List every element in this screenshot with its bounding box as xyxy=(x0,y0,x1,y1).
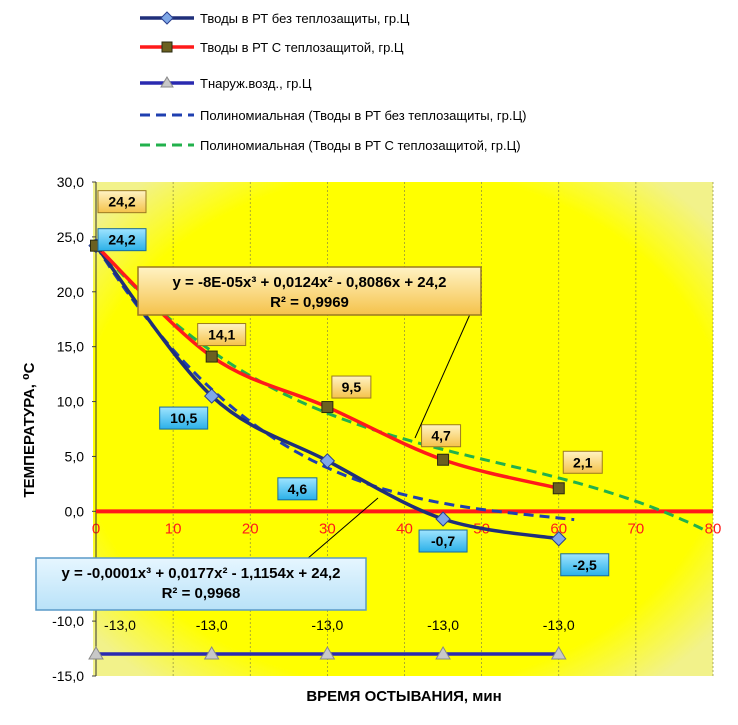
data-label-box xyxy=(562,450,603,474)
point-triangle xyxy=(435,646,451,660)
x-tick-label: 60 xyxy=(550,520,567,537)
y-tick-label: -10,0 xyxy=(52,613,84,629)
blue-data-label: 24,2 xyxy=(97,228,147,252)
trendline-labels: y = -8E-05x³ + 0,0124x² - 0,8086x + 24,2… xyxy=(35,266,482,611)
y-tick-label: 15,0 xyxy=(57,339,84,355)
air-data-label: -13,0 xyxy=(104,617,136,633)
y-tick-label: 5,0 xyxy=(65,448,85,464)
data-label-text: 4,6 xyxy=(288,481,308,497)
legend-label: Полиномиальная (Тводы в РТ С теплозащито… xyxy=(200,138,521,153)
r-squared-text: R² = 0,9969 xyxy=(270,294,349,311)
trendline-1 xyxy=(94,244,575,522)
x-tick-label: 80 xyxy=(705,520,722,537)
data-label-box xyxy=(159,406,209,430)
air-data-label: -13,0 xyxy=(427,617,459,633)
equation-text: y = -8E-05x³ + 0,0124x² - 0,8086x + 24,2 xyxy=(173,274,447,291)
legend-label: Тнаруж.возд., гр.Ц xyxy=(200,76,312,91)
data-label-text: 10,5 xyxy=(170,410,197,426)
x-axis-title: ВРЕМЯ ОСТЫВАНИЯ, мин xyxy=(306,688,501,705)
gold-data-label: 2,1 xyxy=(562,450,603,474)
data-label-text: 14,1 xyxy=(208,327,235,343)
point-square xyxy=(321,401,334,414)
equation-text: y = -0,0001x³ + 0,0177x² - 1,1154x + 24,… xyxy=(62,565,341,582)
legend: Тводы в РТ без теплозащиты, гр.Ц Тводы в … xyxy=(140,11,526,153)
data-label-box xyxy=(331,375,372,399)
legend-label: Тводы в РТ без теплозащиты, гр.Ц xyxy=(200,11,410,26)
point-triangle xyxy=(203,646,220,660)
air-data-label: -13,0 xyxy=(311,617,343,633)
y-tick-label: 20,0 xyxy=(57,284,84,300)
point-diamond xyxy=(319,453,336,469)
legend-item-4: Полиномиальная (Тводы в РТ без теплозащи… xyxy=(140,108,526,123)
gold-data-label: 4,7 xyxy=(421,424,462,448)
air-data-label: -13,0 xyxy=(543,617,575,633)
point-triangle xyxy=(319,646,336,660)
air-data-label: -13,0 xyxy=(196,617,228,633)
data-label-text: 24,2 xyxy=(108,194,135,210)
data-labels: 24,2 10,5 4,6 -0,7 -2,5 24,2 14,1 9,5 4,7 2,1 -13,… xyxy=(97,190,610,633)
data-label-text: -0,7 xyxy=(431,533,455,549)
point-square xyxy=(552,482,565,495)
legend-label: Тводы в РТ С теплозащитой, гр.Ц xyxy=(200,40,404,55)
x-tick-label: 20 xyxy=(242,520,259,537)
data-label-box xyxy=(277,477,318,501)
data-label-text: -2,5 xyxy=(573,557,597,573)
r-squared-text: R² = 0,9968 xyxy=(162,585,241,602)
x-tick-label: 10 xyxy=(165,520,182,537)
y-axis-title: ТЕМПЕРАТУРА, ⁰С xyxy=(21,362,38,497)
data-label-text: 24,2 xyxy=(108,232,135,248)
leader-line xyxy=(414,311,472,439)
leader-line xyxy=(299,497,379,566)
blue-data-label: 4,6 xyxy=(277,477,318,501)
y-tick-label: 0,0 xyxy=(65,503,85,519)
point-triangle xyxy=(88,646,104,660)
legend-marker xyxy=(160,76,174,88)
x-tick-label: 30 xyxy=(319,520,336,537)
point-diamond xyxy=(203,388,220,404)
point-square xyxy=(437,453,450,466)
trendline-equation-box: y = -0,0001x³ + 0,0177x² - 1,1154x + 24,… xyxy=(35,557,367,611)
legend-item-2: Тводы в РТ С теплозащитой, гр.Ц xyxy=(140,40,404,55)
y-tick-label: 10,0 xyxy=(57,394,84,410)
x-tick-label: 70 xyxy=(628,520,645,537)
y-tick-label: 25,0 xyxy=(57,229,84,245)
equation-box-bg xyxy=(137,266,482,316)
series-layer xyxy=(88,237,706,660)
data-label-box xyxy=(197,323,247,347)
legend-item-3: Тнаруж.возд., гр.Ц xyxy=(140,76,312,91)
data-label-box xyxy=(560,553,610,577)
blue-data-label: -2,5 xyxy=(560,553,610,577)
legend-marker xyxy=(161,41,173,53)
legend-item-5: Полиномиальная (Тводы в РТ С теплозащито… xyxy=(140,138,521,153)
y-tick-label: -15,0 xyxy=(52,668,84,684)
point-triangle xyxy=(550,646,567,660)
data-label-text: 2,1 xyxy=(573,454,593,470)
x-tick-label: 40 xyxy=(396,520,413,537)
trendline-equation-box: y = -8E-05x³ + 0,0124x² - 0,8086x + 24,2… xyxy=(137,266,482,316)
blue-data-label: 10,5 xyxy=(159,406,209,430)
blue-data-label: -0,7 xyxy=(418,529,468,553)
axes: 0 10 20 30 40 50 60 70 8030,025,020,015,010,05,0… xyxy=(52,174,721,684)
equation-box-bg xyxy=(35,557,367,611)
point-diamond xyxy=(551,531,567,547)
gold-data-label: 24,2 xyxy=(97,190,147,214)
gold-data-label: 14,1 xyxy=(197,323,247,347)
legend-marker xyxy=(160,11,174,25)
data-label-text: 9,5 xyxy=(342,379,362,395)
data-label-box xyxy=(421,424,462,448)
data-label-box xyxy=(97,228,147,252)
y-tick-label: 30,0 xyxy=(57,174,84,190)
data-label-text: 4,7 xyxy=(431,428,451,444)
point-diamond xyxy=(435,511,451,527)
legend-label: Полиномиальная (Тводы в РТ без теплозащи… xyxy=(200,108,526,123)
data-label-box xyxy=(418,529,468,553)
data-label-box xyxy=(97,190,147,214)
gold-data-label: 9,5 xyxy=(331,375,372,399)
legend-item-1: Тводы в РТ без теплозащиты, гр.Ц xyxy=(140,11,410,26)
point-square xyxy=(205,350,218,363)
